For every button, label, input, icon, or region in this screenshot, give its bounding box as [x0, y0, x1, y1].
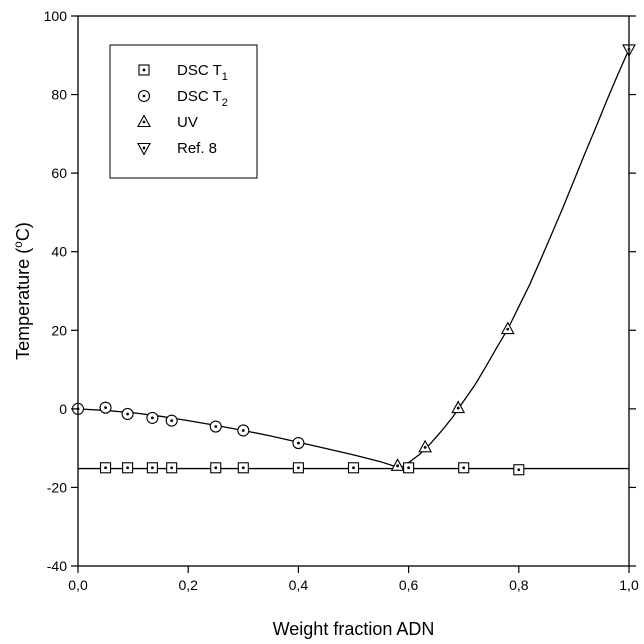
legend-label-main: DSC T: [177, 88, 222, 105]
legend-marker-dsc-t1: [138, 64, 150, 76]
data-point-dsc-t2: [146, 411, 159, 424]
legend-label-subscript: 1: [222, 71, 228, 83]
legend-item-dsc-t2: DSC T2: [137, 88, 228, 109]
data-point-uv: [500, 321, 515, 335]
x-tick-label: 0,8: [509, 577, 529, 593]
y-tick-label: -40: [47, 558, 67, 574]
legend-label: DSC T1: [177, 62, 228, 83]
legend-label-main: Ref. 8: [177, 140, 217, 157]
y-tick-label: 20: [51, 322, 67, 338]
data-point-dsc-t1: [458, 462, 470, 474]
x-axis-ticks: 0,0 0,2 0,4 0,6 0,8 1,0: [68, 566, 639, 593]
y-tick-label: 40: [51, 244, 67, 260]
data-point-dsc-t1: [403, 462, 415, 474]
data-point-dsc-t1: [237, 462, 249, 474]
y-tick-label: 100: [44, 8, 68, 24]
data-point-dsc-t1: [210, 462, 222, 474]
x-tick-label: 0,4: [289, 577, 309, 593]
fit-line-right-curve: [399, 49, 630, 469]
data-point-uv: [418, 439, 433, 453]
y-axis-title: Temperature (oC): [11, 222, 33, 360]
legend-label-main: UV: [177, 114, 198, 131]
x-tick-label: 0,2: [178, 577, 198, 593]
legend-item-dsc-t1: DSC T1: [138, 62, 228, 83]
y-axis-ticks: -40 -20 0 20 40 60 80 100: [44, 8, 636, 574]
y-tick-label: 60: [51, 165, 67, 181]
data-point-dsc-t2: [292, 436, 305, 450]
data-point-dsc-t2: [165, 414, 178, 427]
data-point-dsc-t1: [146, 462, 158, 474]
legend-label-main: DSC T: [177, 62, 222, 79]
series-dsc-t1: [100, 462, 525, 476]
y-axis-title-end: C): [13, 222, 33, 241]
plot-area-frame: [77, 15, 630, 567]
data-point-dsc-t2: [99, 401, 112, 414]
data-point-dsc-t2: [237, 424, 250, 437]
legend-item-ref8: Ref. 8: [137, 140, 217, 157]
y-tick-label: 0: [59, 401, 67, 417]
y-tick-label: -20: [47, 479, 67, 495]
series-dsc-t2: [71, 401, 305, 450]
x-axis-title: Weight fraction ADN: [273, 619, 435, 639]
data-point-uv: [390, 458, 405, 471]
legend-box: [109, 44, 258, 179]
legend-label: UV: [177, 114, 198, 131]
legend-label: Ref. 8: [177, 140, 217, 157]
legend-label-subscript: 2: [222, 97, 228, 109]
data-point-dsc-t1: [100, 462, 112, 474]
y-axis-title-main: Temperature (: [13, 248, 33, 360]
legend-marker-dsc-t2: [137, 89, 151, 103]
data-point-dsc-t1: [347, 462, 360, 474]
legend-item-uv: UV: [137, 114, 198, 131]
legend-marker-ref8: [137, 142, 151, 156]
data-point-dsc-t1: [166, 462, 178, 474]
data-points: [71, 44, 636, 476]
data-point-dsc-t1: [292, 462, 304, 474]
data-point-uv: [451, 400, 466, 414]
data-point-dsc-t1: [122, 462, 134, 474]
legend-label: DSC T2: [177, 88, 228, 109]
series-uv: [390, 321, 515, 471]
legend-marker-uv: [137, 114, 151, 128]
x-tick-label: 0,6: [399, 577, 419, 593]
y-axis-title-superscript: o: [11, 241, 25, 248]
x-tick-label: 1,0: [619, 577, 639, 593]
data-point-dsc-t2: [209, 420, 222, 433]
data-point-dsc-t1: [513, 464, 525, 476]
data-point-dsc-t2: [121, 407, 134, 421]
x-tick-label: 0,0: [68, 577, 88, 593]
y-tick-label: 80: [51, 87, 67, 103]
